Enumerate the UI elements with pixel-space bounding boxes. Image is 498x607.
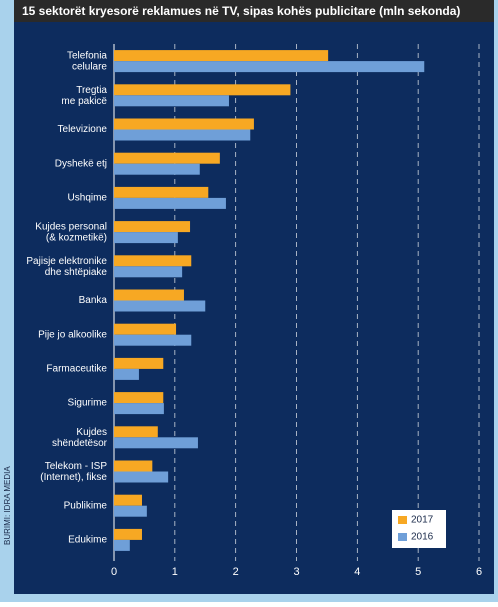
y-tick-label: Telekom - ISP (Internet), fikse [40, 461, 107, 483]
x-tick-label: 4 [354, 566, 360, 578]
bar [114, 368, 139, 380]
bar [114, 129, 251, 141]
x-tick-label: 6 [476, 566, 482, 578]
bar [114, 61, 425, 73]
y-tick-label: Pije jo alkoolike [38, 329, 107, 340]
y-tick-label: Edukime [68, 535, 107, 546]
source: BURIMI: IDRA MEDIA [3, 466, 12, 545]
y-tick-label: Kujdes personal (& kozmetikë) [35, 221, 107, 243]
y-tick-label: Banka [79, 295, 108, 306]
bar [114, 505, 147, 517]
x-tick-label: 3 [293, 566, 299, 578]
bar [114, 255, 192, 267]
bar [114, 300, 206, 312]
bar [114, 186, 209, 198]
y-tick-label: Dyshekë etj [55, 158, 107, 169]
y-tick-label: Pajisje elektronike dhe shtëpiake [26, 255, 107, 277]
legend-label: 2016 [411, 532, 434, 543]
bar [114, 118, 254, 130]
bar [114, 95, 229, 107]
chart-title: 15 sektorët kryesorë reklamues në TV, si… [22, 4, 460, 18]
bar [114, 334, 192, 346]
bar [114, 163, 200, 175]
y-tick-label: Farmaceutike [46, 364, 107, 375]
bar [114, 289, 184, 301]
x-tick-label: 1 [172, 566, 178, 578]
y-tick-label: Publikime [64, 500, 108, 511]
legend-swatch [398, 516, 407, 524]
bar [114, 471, 169, 483]
bar [114, 323, 177, 335]
bar [114, 392, 164, 404]
bar [114, 266, 183, 278]
bar [114, 152, 220, 164]
bar [114, 357, 164, 369]
bar [114, 437, 198, 449]
bar [114, 460, 153, 472]
bar [114, 221, 191, 233]
bar [114, 232, 178, 244]
bar [114, 426, 158, 438]
plot-background [14, 22, 494, 594]
y-tick-label: Telefonia celulare [67, 50, 107, 72]
bar [114, 197, 226, 209]
y-tick-label: Tregtia me pakicë [61, 84, 107, 106]
bar [114, 403, 164, 415]
title-bar [14, 0, 494, 22]
bar [114, 528, 142, 540]
y-tick-label: Ushqime [68, 193, 108, 204]
legend-swatch [398, 533, 407, 541]
bar [114, 539, 130, 551]
bar [114, 494, 142, 506]
y-tick-label: Sigurime [68, 398, 108, 409]
y-tick-label: Televizione [58, 124, 108, 135]
y-tick-label: Kujdes shëndetësor [52, 426, 108, 448]
legend-label: 2017 [411, 515, 434, 526]
bar [114, 50, 329, 62]
bar [114, 84, 291, 96]
x-tick-label: 5 [415, 566, 421, 578]
x-tick-label: 2 [233, 566, 239, 578]
x-tick-label: 0 [111, 566, 117, 578]
